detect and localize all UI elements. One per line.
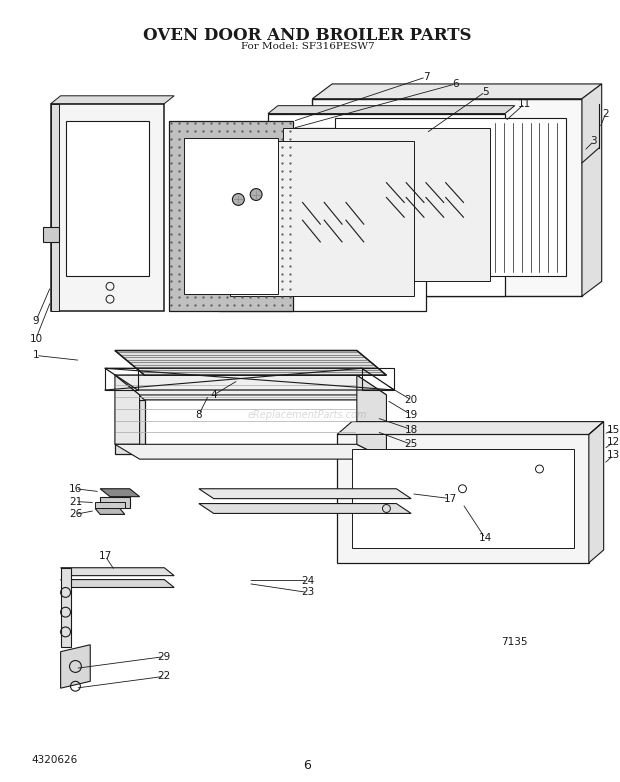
Polygon shape: [115, 444, 386, 459]
Polygon shape: [51, 104, 59, 311]
Text: 11: 11: [518, 99, 531, 109]
Text: eReplacementParts.com: eReplacementParts.com: [248, 410, 367, 420]
Polygon shape: [335, 119, 566, 277]
Polygon shape: [352, 449, 574, 548]
Polygon shape: [51, 104, 164, 311]
Polygon shape: [199, 504, 411, 514]
Text: 13: 13: [607, 450, 620, 460]
Polygon shape: [115, 375, 140, 444]
Text: 6: 6: [304, 759, 311, 772]
Polygon shape: [61, 568, 71, 647]
Polygon shape: [115, 375, 386, 395]
Polygon shape: [589, 421, 604, 563]
Text: 8: 8: [195, 410, 202, 420]
Polygon shape: [312, 99, 582, 296]
Text: 9: 9: [33, 316, 39, 326]
Text: OVEN DOOR AND BROILER PARTS: OVEN DOOR AND BROILER PARTS: [143, 27, 472, 44]
Polygon shape: [268, 106, 515, 113]
Polygon shape: [169, 121, 293, 311]
Text: 5: 5: [482, 87, 489, 97]
Text: 15: 15: [607, 425, 620, 435]
Polygon shape: [115, 350, 386, 375]
Polygon shape: [312, 84, 601, 99]
Polygon shape: [219, 128, 426, 311]
Polygon shape: [337, 435, 589, 563]
Text: 4320626: 4320626: [31, 755, 78, 766]
Text: For Model: SF316PESW7: For Model: SF316PESW7: [241, 42, 374, 52]
Text: 2: 2: [602, 109, 609, 119]
Polygon shape: [199, 489, 411, 499]
Text: 19: 19: [404, 410, 418, 420]
Polygon shape: [283, 128, 490, 282]
Polygon shape: [66, 121, 149, 277]
Polygon shape: [184, 138, 278, 294]
Text: 7135: 7135: [502, 637, 528, 647]
Polygon shape: [95, 508, 125, 515]
Polygon shape: [115, 400, 144, 454]
Text: 25: 25: [404, 439, 418, 450]
Polygon shape: [51, 95, 174, 104]
Text: 24: 24: [301, 576, 314, 586]
Text: 7: 7: [423, 72, 429, 82]
Text: 10: 10: [29, 334, 43, 343]
Text: 17: 17: [99, 551, 112, 561]
Text: 14: 14: [479, 533, 492, 543]
Text: 12: 12: [607, 437, 620, 447]
Polygon shape: [95, 501, 125, 508]
Polygon shape: [582, 84, 601, 296]
Text: 16: 16: [69, 484, 82, 493]
Text: 4: 4: [210, 390, 217, 400]
Text: 20: 20: [405, 395, 418, 405]
Polygon shape: [357, 375, 386, 459]
Text: 22: 22: [157, 671, 171, 681]
Polygon shape: [43, 227, 59, 242]
Text: 17: 17: [444, 493, 458, 504]
Polygon shape: [100, 497, 130, 508]
Polygon shape: [61, 568, 174, 576]
Text: 3: 3: [590, 136, 597, 146]
Text: 1: 1: [33, 350, 39, 361]
Polygon shape: [115, 375, 386, 400]
Polygon shape: [61, 579, 174, 587]
Polygon shape: [61, 644, 91, 688]
Polygon shape: [100, 489, 140, 497]
Polygon shape: [231, 142, 414, 296]
Polygon shape: [337, 421, 604, 435]
Text: 6: 6: [452, 79, 459, 89]
Text: 29: 29: [157, 651, 171, 662]
Circle shape: [232, 193, 244, 206]
Text: 23: 23: [301, 587, 314, 597]
Text: 18: 18: [404, 425, 418, 435]
Circle shape: [250, 188, 262, 200]
Polygon shape: [268, 113, 505, 296]
Text: 26: 26: [69, 509, 82, 519]
Text: 21: 21: [69, 497, 82, 507]
